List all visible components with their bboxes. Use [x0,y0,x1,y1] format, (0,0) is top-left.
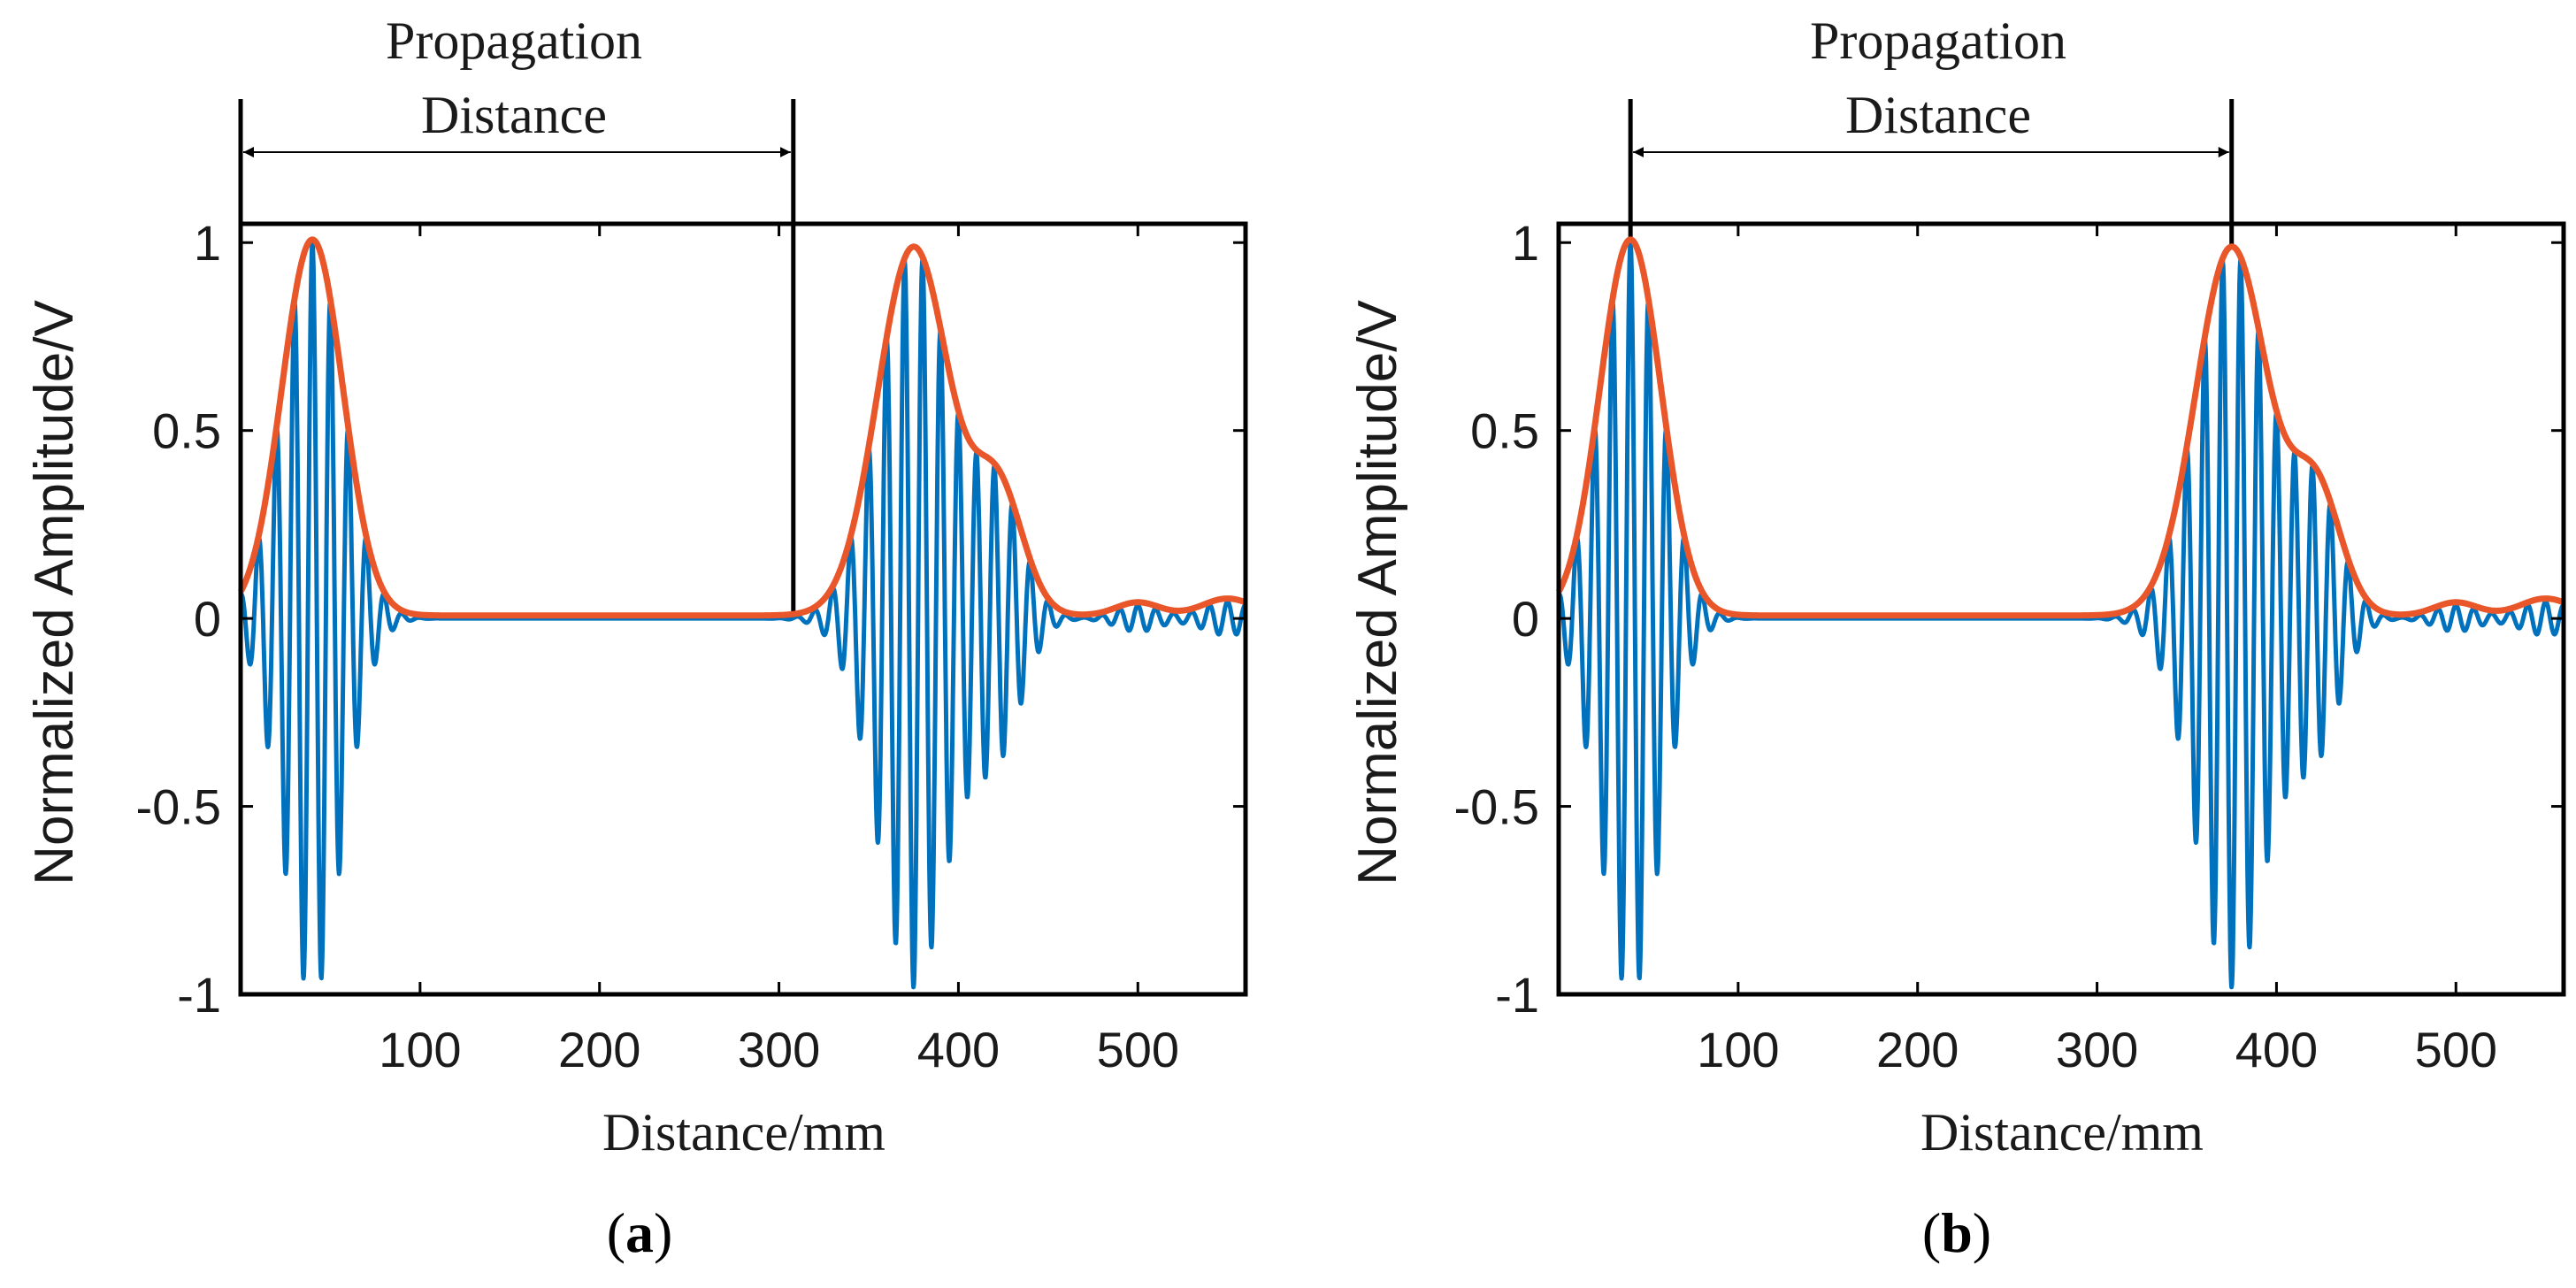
x-tick-label: 200 [1876,1022,1959,1077]
panel-label: (b) [1922,1201,1991,1264]
x-tick-label: 500 [2415,1022,2497,1077]
plot-frame [1556,221,2566,997]
x-tick-label: 100 [1697,1022,1779,1077]
y-tick-label: 0.5 [152,403,221,459]
ticks-layer: 100 200 300 400 500 1 0.5 0 -0.5 -1 [136,215,1246,1077]
x-axis-label: Distance/mm [1920,1103,2204,1162]
y-tick-label: 0 [194,591,221,647]
y-tick-label: 1 [1512,215,1539,271]
panel-b: Propagation Distance 100 200 300 400 500 1 0.5… [1347,12,2566,1264]
x-axis-label: Distance/mm [602,1103,886,1162]
y-tick-label: -0.5 [136,779,222,835]
propagation-annotation: Propagation Distance [238,12,796,615]
y-tick-label: -1 [1495,967,1539,1023]
y-tick-label: -0.5 [1454,779,1540,835]
annotation-line1: Propagation [1810,12,2066,70]
plot-area: 100 200 300 400 500 1 0.5 0 -0.5 -1 [1454,215,2566,1077]
annotation-line2: Distance [421,86,607,144]
ticks-layer: 100 200 300 400 500 1 0.5 0 -0.5 -1 [1454,215,2564,1077]
series-layer [1555,236,2566,990]
x-tick-label: 300 [2056,1022,2138,1077]
x-tick-label: 100 [379,1022,461,1077]
y-tick-label: 1 [194,215,221,271]
panel-label: (a) [607,1201,673,1264]
annotation-line1: Propagation [386,12,642,70]
panel-label-close: ) [1973,1201,1991,1264]
y-axis-label: Normalized Amplitude/V [1347,300,1408,886]
envelope-series-line [237,236,1248,619]
panel-label-letter: b [1941,1201,1973,1264]
plot-frame [238,221,1248,997]
panel-a: Propagation Distance 100 200 300 400 500 1 0.5… [24,12,1248,1264]
panel-label-letter: a [625,1201,654,1264]
envelope-series-line [1555,236,2566,619]
annotation-line2: Distance [1845,86,2031,144]
y-tick-label: 0 [1512,591,1539,647]
y-tick-label: -1 [177,967,221,1023]
panel-label-open: ( [607,1201,625,1264]
x-tick-label: 400 [2235,1022,2318,1077]
panel-label-open: ( [1922,1201,1941,1264]
x-tick-label: 400 [917,1022,1000,1077]
y-axis-label: Normalized Amplitude/V [24,300,85,886]
plot-area: 100 200 300 400 500 1 0.5 0 -0.5 -1 [136,215,1248,1077]
panel-label-close: ) [654,1201,672,1264]
x-tick-label: 500 [1097,1022,1179,1077]
series-layer [237,236,1248,990]
x-tick-label: 200 [558,1022,640,1077]
propagation-annotation: Propagation Distance [1628,12,2235,250]
y-tick-label: 0.5 [1470,403,1539,459]
x-tick-label: 300 [738,1022,820,1077]
